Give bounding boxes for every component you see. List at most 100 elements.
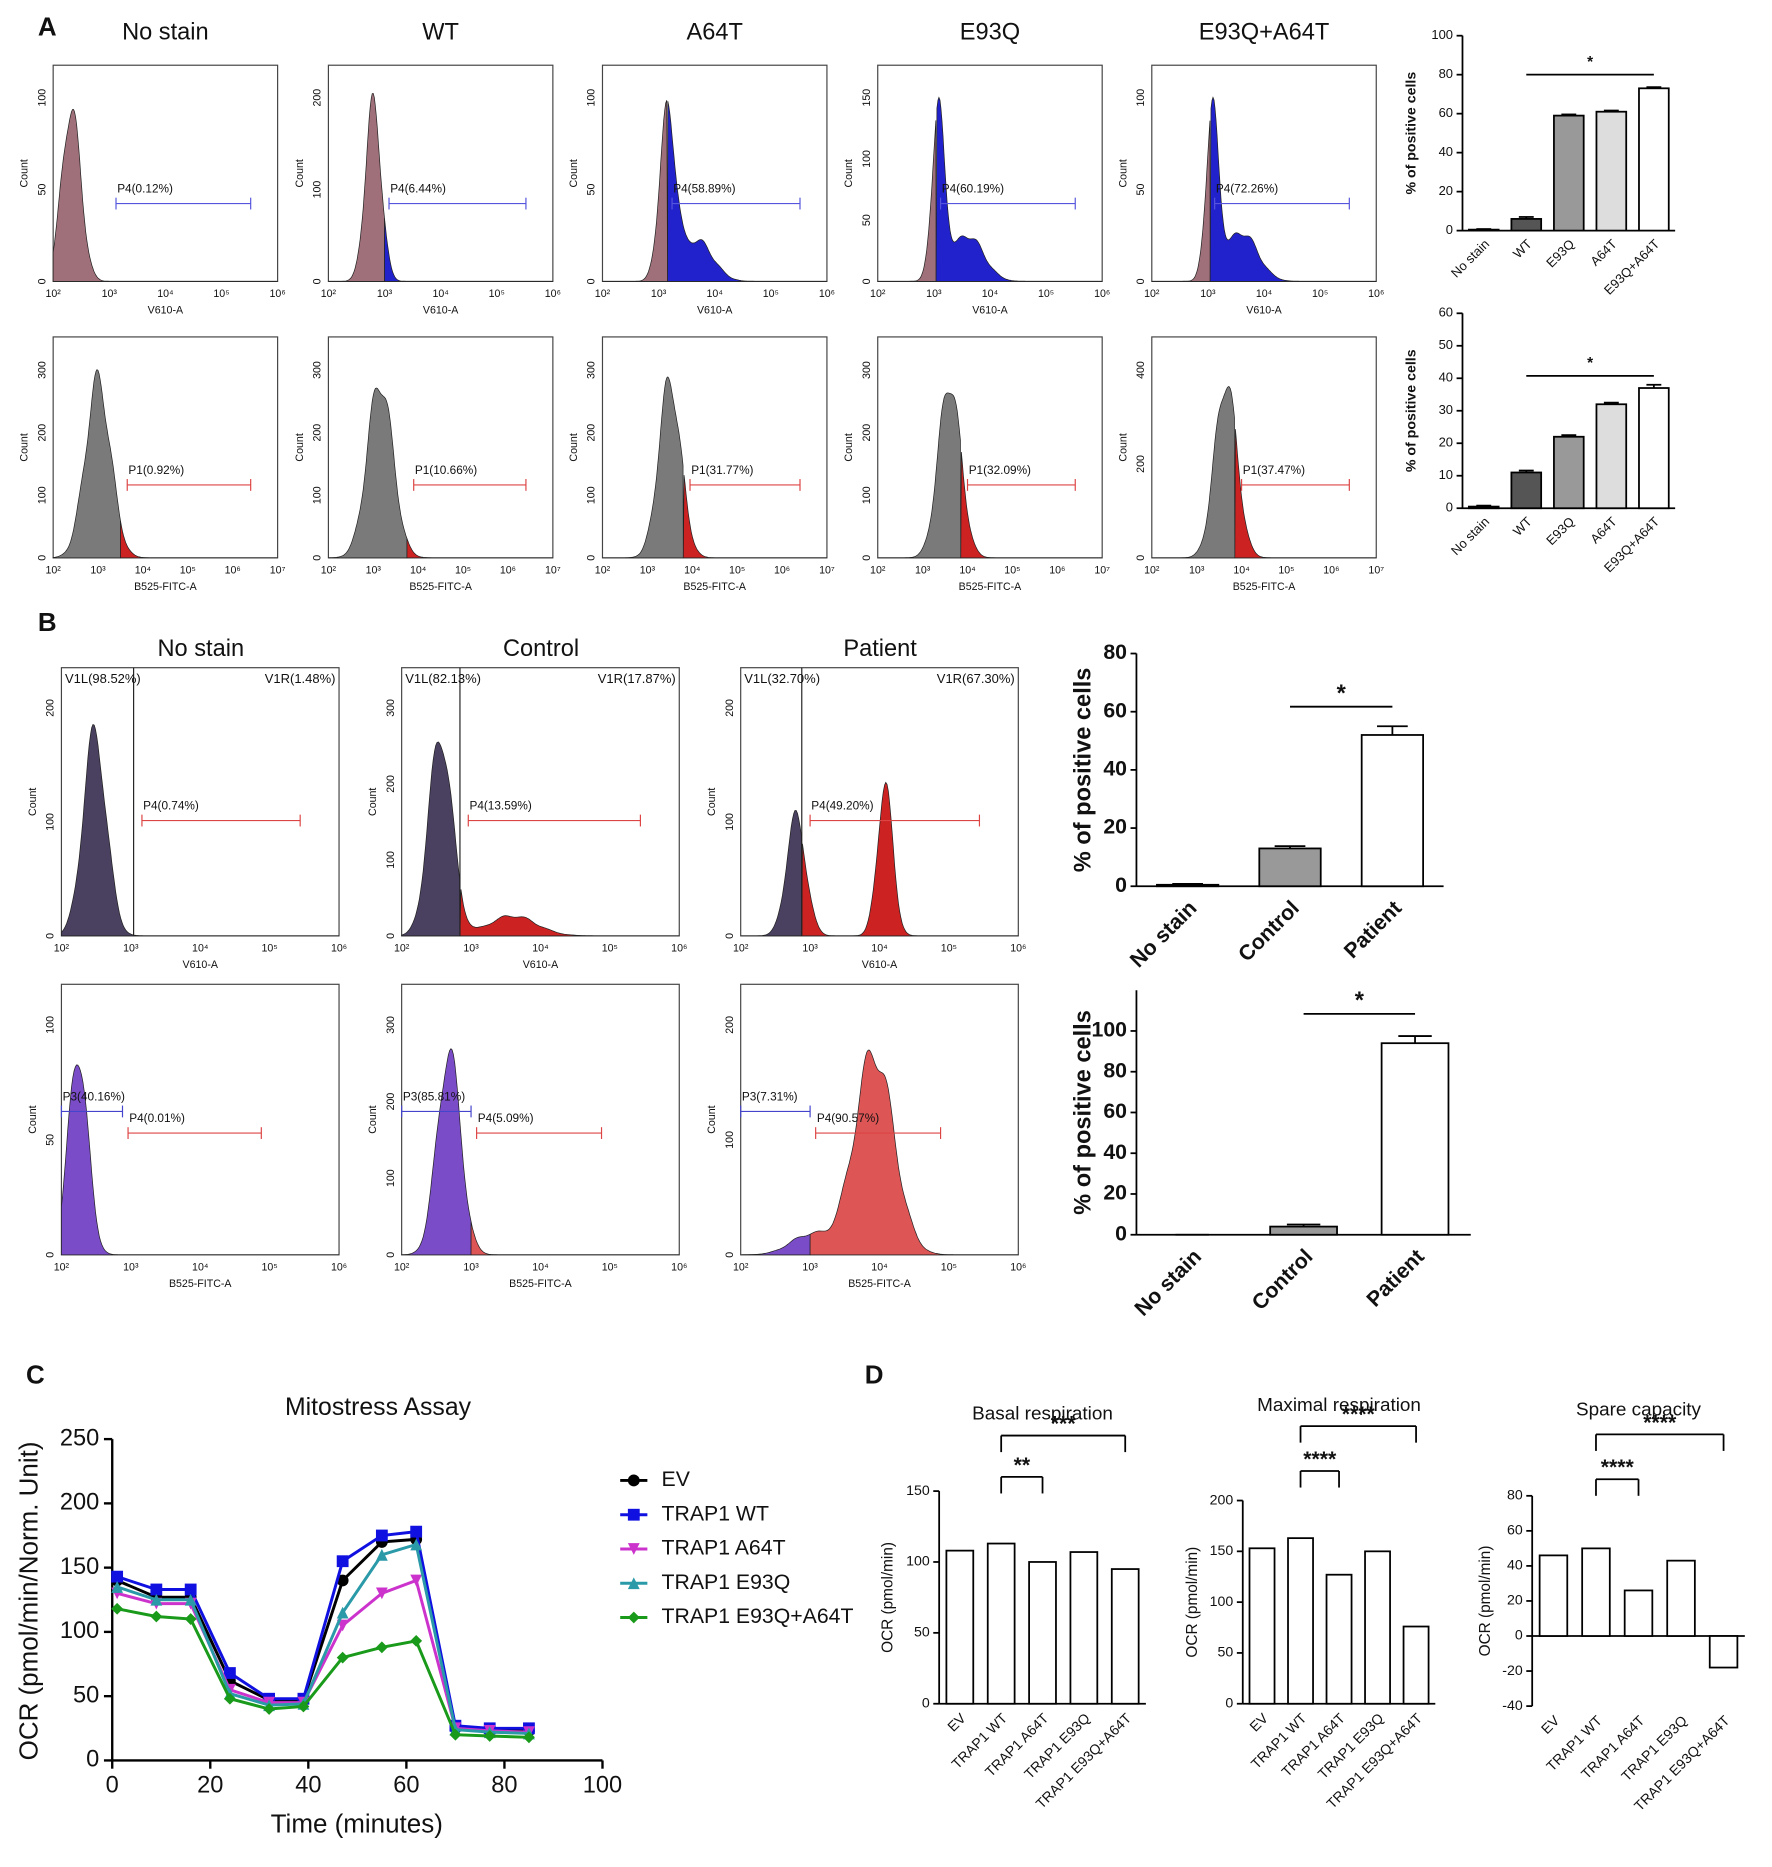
y-tick-label: 200 <box>36 424 48 442</box>
x-tick-label: 10⁶ <box>331 1262 347 1274</box>
gate-label: P4(13.59%) <box>469 799 531 813</box>
legend-label: TRAP1 E93Q+A64T <box>662 1604 854 1628</box>
bar <box>1638 87 1670 232</box>
y-tick-label: 0 <box>1115 1221 1127 1245</box>
y-axis-label: % of positive cells <box>1403 349 1419 472</box>
x-tick-label: 10³ <box>640 565 656 577</box>
x-tick-label: 10⁵ <box>763 288 779 300</box>
plot-frame <box>1151 336 1377 559</box>
x-tick-label: 10³ <box>915 565 931 577</box>
gate-label: P3(40.16%) <box>63 1089 125 1103</box>
significance-label: **** <box>1303 1447 1337 1471</box>
bar <box>1287 1537 1314 1705</box>
y-tick-label: 40 <box>1439 370 1453 385</box>
bar <box>1269 1225 1338 1236</box>
column-title: E93Q+A64T <box>1199 20 1330 46</box>
region-label: V1L(98.52%) <box>65 671 141 686</box>
x-tick-label: 0 <box>106 1773 119 1799</box>
x-tick-label: 10⁷ <box>1368 565 1384 577</box>
bar <box>1510 471 1543 510</box>
marker <box>297 1700 310 1713</box>
y-tick-label: 20 <box>1103 815 1127 839</box>
x-tick-label: 10⁴ <box>432 288 449 300</box>
region-label: V1R(1.48%) <box>265 671 336 686</box>
region-label: V1R(67.30%) <box>937 671 1015 686</box>
significance-label: **** <box>1643 1410 1677 1434</box>
y-tick-label: 100 <box>586 89 598 107</box>
gate-label: P4(5.09%) <box>478 1111 534 1125</box>
y-tick-label: 100 <box>312 486 324 504</box>
y-axis-label: OCR (pmol/min) <box>1477 1546 1494 1657</box>
panel-label: A <box>38 11 57 41</box>
series-line <box>116 1607 529 1739</box>
x-tick-label: 10⁷ <box>545 565 561 577</box>
x-tick-label: WT <box>1510 236 1535 261</box>
marker <box>375 1548 388 1561</box>
x-tick-label: 10⁵ <box>602 1262 618 1274</box>
x-tick-label: 10⁶ <box>331 943 347 955</box>
bar <box>1638 387 1670 510</box>
histogram-area <box>384 218 553 282</box>
x-tick-label: 10⁴ <box>982 288 999 300</box>
bar <box>1708 1635 1739 1669</box>
x-tick-label: 10³ <box>123 943 139 955</box>
y-tick-label: 80 <box>1439 66 1453 81</box>
x-tick-label: 10² <box>595 565 611 577</box>
plot-frame <box>877 64 1103 282</box>
histogram-area <box>459 889 680 937</box>
y-tick-label: 100 <box>724 813 736 831</box>
marker <box>184 1613 197 1625</box>
marker <box>449 1728 462 1741</box>
marker <box>223 1667 236 1679</box>
marker <box>336 1555 349 1568</box>
chart-title: Mitostress Assay <box>285 1394 472 1421</box>
bar <box>1258 847 1322 888</box>
bar <box>1553 114 1585 232</box>
plot-frame <box>60 983 340 1256</box>
bar <box>1364 1550 1391 1705</box>
x-tick-label: 10⁴ <box>192 1262 209 1274</box>
y-axis-label: Count <box>843 433 855 461</box>
y-tick-label: 150 <box>60 1554 99 1580</box>
column-title: WT <box>422 20 459 46</box>
marker <box>375 1529 388 1542</box>
x-tick-label: 10⁴ <box>1233 565 1250 577</box>
y-tick-label: 200 <box>861 424 873 442</box>
column-title: No stain <box>122 20 209 46</box>
y-tick-label: 0 <box>1515 1628 1523 1644</box>
y-axis-label: OCR (pmol/min) <box>1184 1547 1201 1658</box>
y-tick-label: 50 <box>1218 1645 1234 1661</box>
y-axis-label: Count <box>27 1105 39 1133</box>
y-tick-label: 100 <box>385 851 397 869</box>
histogram-area <box>809 1049 1019 1256</box>
column-title: E93Q <box>960 20 1020 46</box>
x-tick-label: 10³ <box>377 288 393 300</box>
gate-label: P4(58.89%) <box>673 182 735 196</box>
bar <box>986 1542 1016 1705</box>
bar <box>1028 1561 1057 1705</box>
x-tick-label: 10⁷ <box>270 565 286 577</box>
legend-marker <box>627 1543 640 1555</box>
column-title: Patient <box>843 636 917 662</box>
x-tick-label: 10⁶ <box>819 288 835 300</box>
y-tick-label: 0 <box>36 278 48 284</box>
histogram-area <box>960 451 1103 559</box>
y-axis-label: Count <box>568 433 580 461</box>
bar <box>1510 218 1543 232</box>
histogram-area <box>667 101 827 282</box>
y-axis-label: Count <box>27 788 39 816</box>
y-tick-label: 30 <box>1439 402 1453 417</box>
x-tick-label: E93Q <box>1543 514 1577 548</box>
marker <box>111 1581 124 1593</box>
marker <box>410 1538 423 1551</box>
bar <box>1360 734 1424 888</box>
histogram-area <box>877 120 937 282</box>
x-tick-label: 10² <box>870 565 886 577</box>
y-tick-label: 300 <box>385 699 397 717</box>
y-tick-label: 300 <box>385 1016 397 1034</box>
x-tick-label: 10³ <box>123 1262 139 1274</box>
y-axis-label: Count <box>706 788 718 816</box>
marker <box>336 1574 349 1587</box>
x-tick-label: 10⁵ <box>1278 565 1294 577</box>
y-tick-label: 300 <box>586 361 598 379</box>
